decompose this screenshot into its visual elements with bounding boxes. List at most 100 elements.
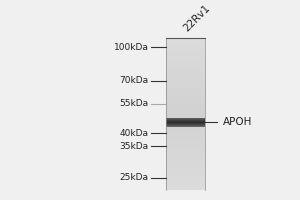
FancyBboxPatch shape xyxy=(166,187,205,188)
Text: 25kDa: 25kDa xyxy=(119,173,148,182)
FancyBboxPatch shape xyxy=(166,137,205,138)
FancyBboxPatch shape xyxy=(166,121,205,122)
FancyBboxPatch shape xyxy=(166,81,205,82)
FancyBboxPatch shape xyxy=(166,114,205,116)
FancyBboxPatch shape xyxy=(166,146,205,147)
FancyBboxPatch shape xyxy=(166,54,205,55)
FancyBboxPatch shape xyxy=(166,181,205,182)
FancyBboxPatch shape xyxy=(166,57,205,58)
Text: 70kDa: 70kDa xyxy=(119,76,148,85)
FancyBboxPatch shape xyxy=(166,167,205,168)
FancyBboxPatch shape xyxy=(166,111,205,113)
FancyBboxPatch shape xyxy=(166,165,205,167)
FancyBboxPatch shape xyxy=(166,60,205,61)
FancyBboxPatch shape xyxy=(166,119,205,120)
FancyBboxPatch shape xyxy=(166,175,205,176)
FancyBboxPatch shape xyxy=(166,100,205,102)
FancyBboxPatch shape xyxy=(166,49,205,51)
FancyBboxPatch shape xyxy=(166,117,205,119)
FancyBboxPatch shape xyxy=(166,173,205,175)
FancyBboxPatch shape xyxy=(166,110,205,111)
FancyBboxPatch shape xyxy=(166,131,205,132)
FancyBboxPatch shape xyxy=(166,144,205,146)
FancyBboxPatch shape xyxy=(166,158,205,159)
FancyBboxPatch shape xyxy=(166,119,205,120)
FancyBboxPatch shape xyxy=(166,141,205,143)
FancyBboxPatch shape xyxy=(166,123,205,124)
Text: 22Rv1: 22Rv1 xyxy=(182,3,212,33)
FancyBboxPatch shape xyxy=(166,170,205,172)
FancyBboxPatch shape xyxy=(166,38,205,40)
Text: APOH: APOH xyxy=(223,117,252,127)
FancyBboxPatch shape xyxy=(166,168,205,170)
FancyBboxPatch shape xyxy=(166,164,205,165)
FancyBboxPatch shape xyxy=(166,82,205,84)
FancyBboxPatch shape xyxy=(166,91,205,93)
FancyBboxPatch shape xyxy=(166,162,205,164)
Text: 100kDa: 100kDa xyxy=(114,43,148,52)
FancyBboxPatch shape xyxy=(166,106,205,108)
FancyBboxPatch shape xyxy=(166,102,205,103)
FancyBboxPatch shape xyxy=(166,73,205,75)
FancyBboxPatch shape xyxy=(166,87,205,88)
FancyBboxPatch shape xyxy=(166,93,205,94)
FancyBboxPatch shape xyxy=(166,159,205,161)
FancyBboxPatch shape xyxy=(166,185,205,187)
FancyBboxPatch shape xyxy=(166,97,205,99)
Text: 35kDa: 35kDa xyxy=(119,142,148,151)
FancyBboxPatch shape xyxy=(166,64,205,66)
FancyBboxPatch shape xyxy=(166,88,205,90)
FancyBboxPatch shape xyxy=(166,51,205,52)
FancyBboxPatch shape xyxy=(166,182,205,184)
FancyBboxPatch shape xyxy=(166,188,205,190)
FancyBboxPatch shape xyxy=(166,132,205,134)
FancyBboxPatch shape xyxy=(166,179,205,181)
FancyBboxPatch shape xyxy=(166,67,205,69)
FancyBboxPatch shape xyxy=(166,153,205,155)
FancyBboxPatch shape xyxy=(166,152,205,153)
FancyBboxPatch shape xyxy=(166,129,205,131)
FancyBboxPatch shape xyxy=(166,125,205,126)
FancyBboxPatch shape xyxy=(166,184,205,185)
FancyBboxPatch shape xyxy=(166,69,205,70)
FancyBboxPatch shape xyxy=(166,128,205,129)
FancyBboxPatch shape xyxy=(166,99,205,100)
FancyBboxPatch shape xyxy=(166,178,205,179)
FancyBboxPatch shape xyxy=(166,45,205,46)
FancyBboxPatch shape xyxy=(166,126,205,128)
FancyBboxPatch shape xyxy=(166,76,205,78)
FancyBboxPatch shape xyxy=(166,70,205,72)
FancyBboxPatch shape xyxy=(166,55,205,57)
FancyBboxPatch shape xyxy=(166,161,205,162)
Text: 55kDa: 55kDa xyxy=(119,99,148,108)
FancyBboxPatch shape xyxy=(166,46,205,48)
FancyBboxPatch shape xyxy=(166,134,205,135)
FancyBboxPatch shape xyxy=(166,85,205,87)
FancyBboxPatch shape xyxy=(166,176,205,178)
FancyBboxPatch shape xyxy=(166,123,205,125)
FancyBboxPatch shape xyxy=(166,113,205,114)
FancyBboxPatch shape xyxy=(166,120,205,122)
FancyBboxPatch shape xyxy=(166,96,205,97)
FancyBboxPatch shape xyxy=(166,48,205,49)
FancyBboxPatch shape xyxy=(166,149,205,150)
Text: 40kDa: 40kDa xyxy=(119,129,148,138)
FancyBboxPatch shape xyxy=(166,172,205,173)
FancyBboxPatch shape xyxy=(166,118,205,119)
FancyBboxPatch shape xyxy=(166,72,205,73)
FancyBboxPatch shape xyxy=(166,156,205,158)
FancyBboxPatch shape xyxy=(166,122,205,123)
FancyBboxPatch shape xyxy=(166,124,205,125)
FancyBboxPatch shape xyxy=(166,150,205,152)
FancyBboxPatch shape xyxy=(166,61,205,63)
FancyBboxPatch shape xyxy=(166,41,205,43)
FancyBboxPatch shape xyxy=(166,43,205,45)
FancyBboxPatch shape xyxy=(166,84,205,85)
FancyBboxPatch shape xyxy=(166,40,205,41)
FancyBboxPatch shape xyxy=(166,58,205,60)
FancyBboxPatch shape xyxy=(166,79,205,81)
FancyBboxPatch shape xyxy=(166,122,205,123)
FancyBboxPatch shape xyxy=(166,94,205,96)
FancyBboxPatch shape xyxy=(166,105,205,106)
FancyBboxPatch shape xyxy=(166,143,205,144)
